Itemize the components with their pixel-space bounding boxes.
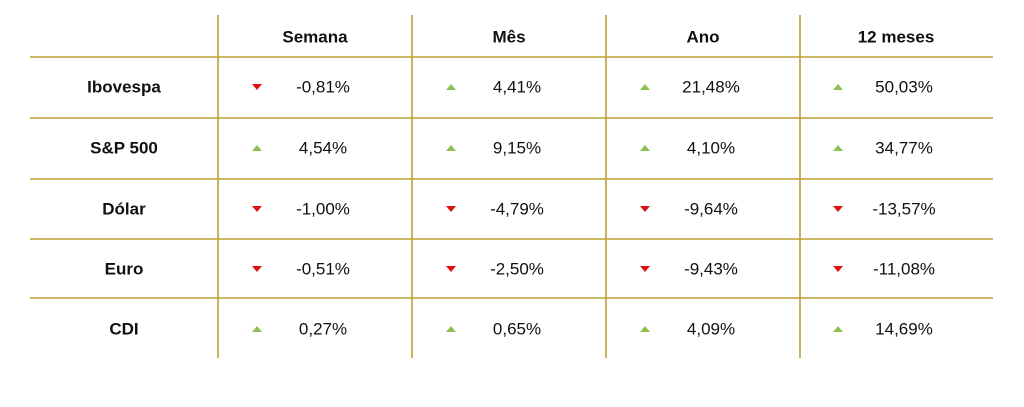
- column-header: 12 meses: [858, 27, 935, 46]
- arrow-down: [446, 206, 456, 212]
- arrow-down: [252, 266, 262, 272]
- cell-value: 0,27%: [299, 319, 347, 338]
- row-label: Dólar: [102, 199, 146, 218]
- arrow-down: [640, 266, 650, 272]
- cell-value: 0,65%: [493, 319, 541, 338]
- cell-value: 9,15%: [493, 138, 541, 157]
- cell-value: 4,09%: [687, 319, 735, 338]
- cell-value: 4,10%: [687, 138, 735, 157]
- column-header: Mês: [492, 27, 525, 46]
- cell-value: 34,77%: [875, 138, 933, 157]
- arrow-up: [833, 84, 843, 90]
- arrow-up: [446, 145, 456, 151]
- arrow-up: [446, 326, 456, 332]
- cell-value: -2,50%: [490, 259, 544, 278]
- arrow-up: [252, 326, 262, 332]
- cell-value: 21,48%: [682, 77, 740, 96]
- arrow-down: [640, 206, 650, 212]
- cell-value: -0,81%: [296, 77, 350, 96]
- arrow-up: [640, 84, 650, 90]
- arrow-up: [446, 84, 456, 90]
- row-label: CDI: [109, 319, 138, 338]
- grid: [30, 15, 993, 358]
- column-header: Semana: [282, 27, 348, 46]
- arrow-down: [833, 206, 843, 212]
- row-label: Euro: [105, 259, 144, 278]
- arrow-up: [833, 145, 843, 151]
- cell-value: 4,54%: [299, 138, 347, 157]
- cell-value: 4,41%: [493, 77, 541, 96]
- arrow-down: [252, 84, 262, 90]
- cell-value: -4,79%: [490, 199, 544, 218]
- row-label: Ibovespa: [87, 77, 161, 96]
- cell-value: -1,00%: [296, 199, 350, 218]
- arrow-down: [833, 266, 843, 272]
- cell-value: -9,64%: [684, 199, 738, 218]
- arrow-up: [640, 326, 650, 332]
- cell-value: 50,03%: [875, 77, 933, 96]
- cell-value: -11,08%: [873, 259, 935, 278]
- cell-value: -13,57%: [872, 199, 935, 218]
- row-label: S&P 500: [90, 138, 158, 157]
- column-header: Ano: [686, 27, 719, 46]
- cell-value: -9,43%: [684, 259, 738, 278]
- arrow-down: [252, 206, 262, 212]
- cell-value: -0,51%: [296, 259, 350, 278]
- arrow-up: [252, 145, 262, 151]
- arrow-up: [640, 145, 650, 151]
- cell-value: 14,69%: [875, 319, 933, 338]
- arrow-up: [833, 326, 843, 332]
- arrow-down: [446, 266, 456, 272]
